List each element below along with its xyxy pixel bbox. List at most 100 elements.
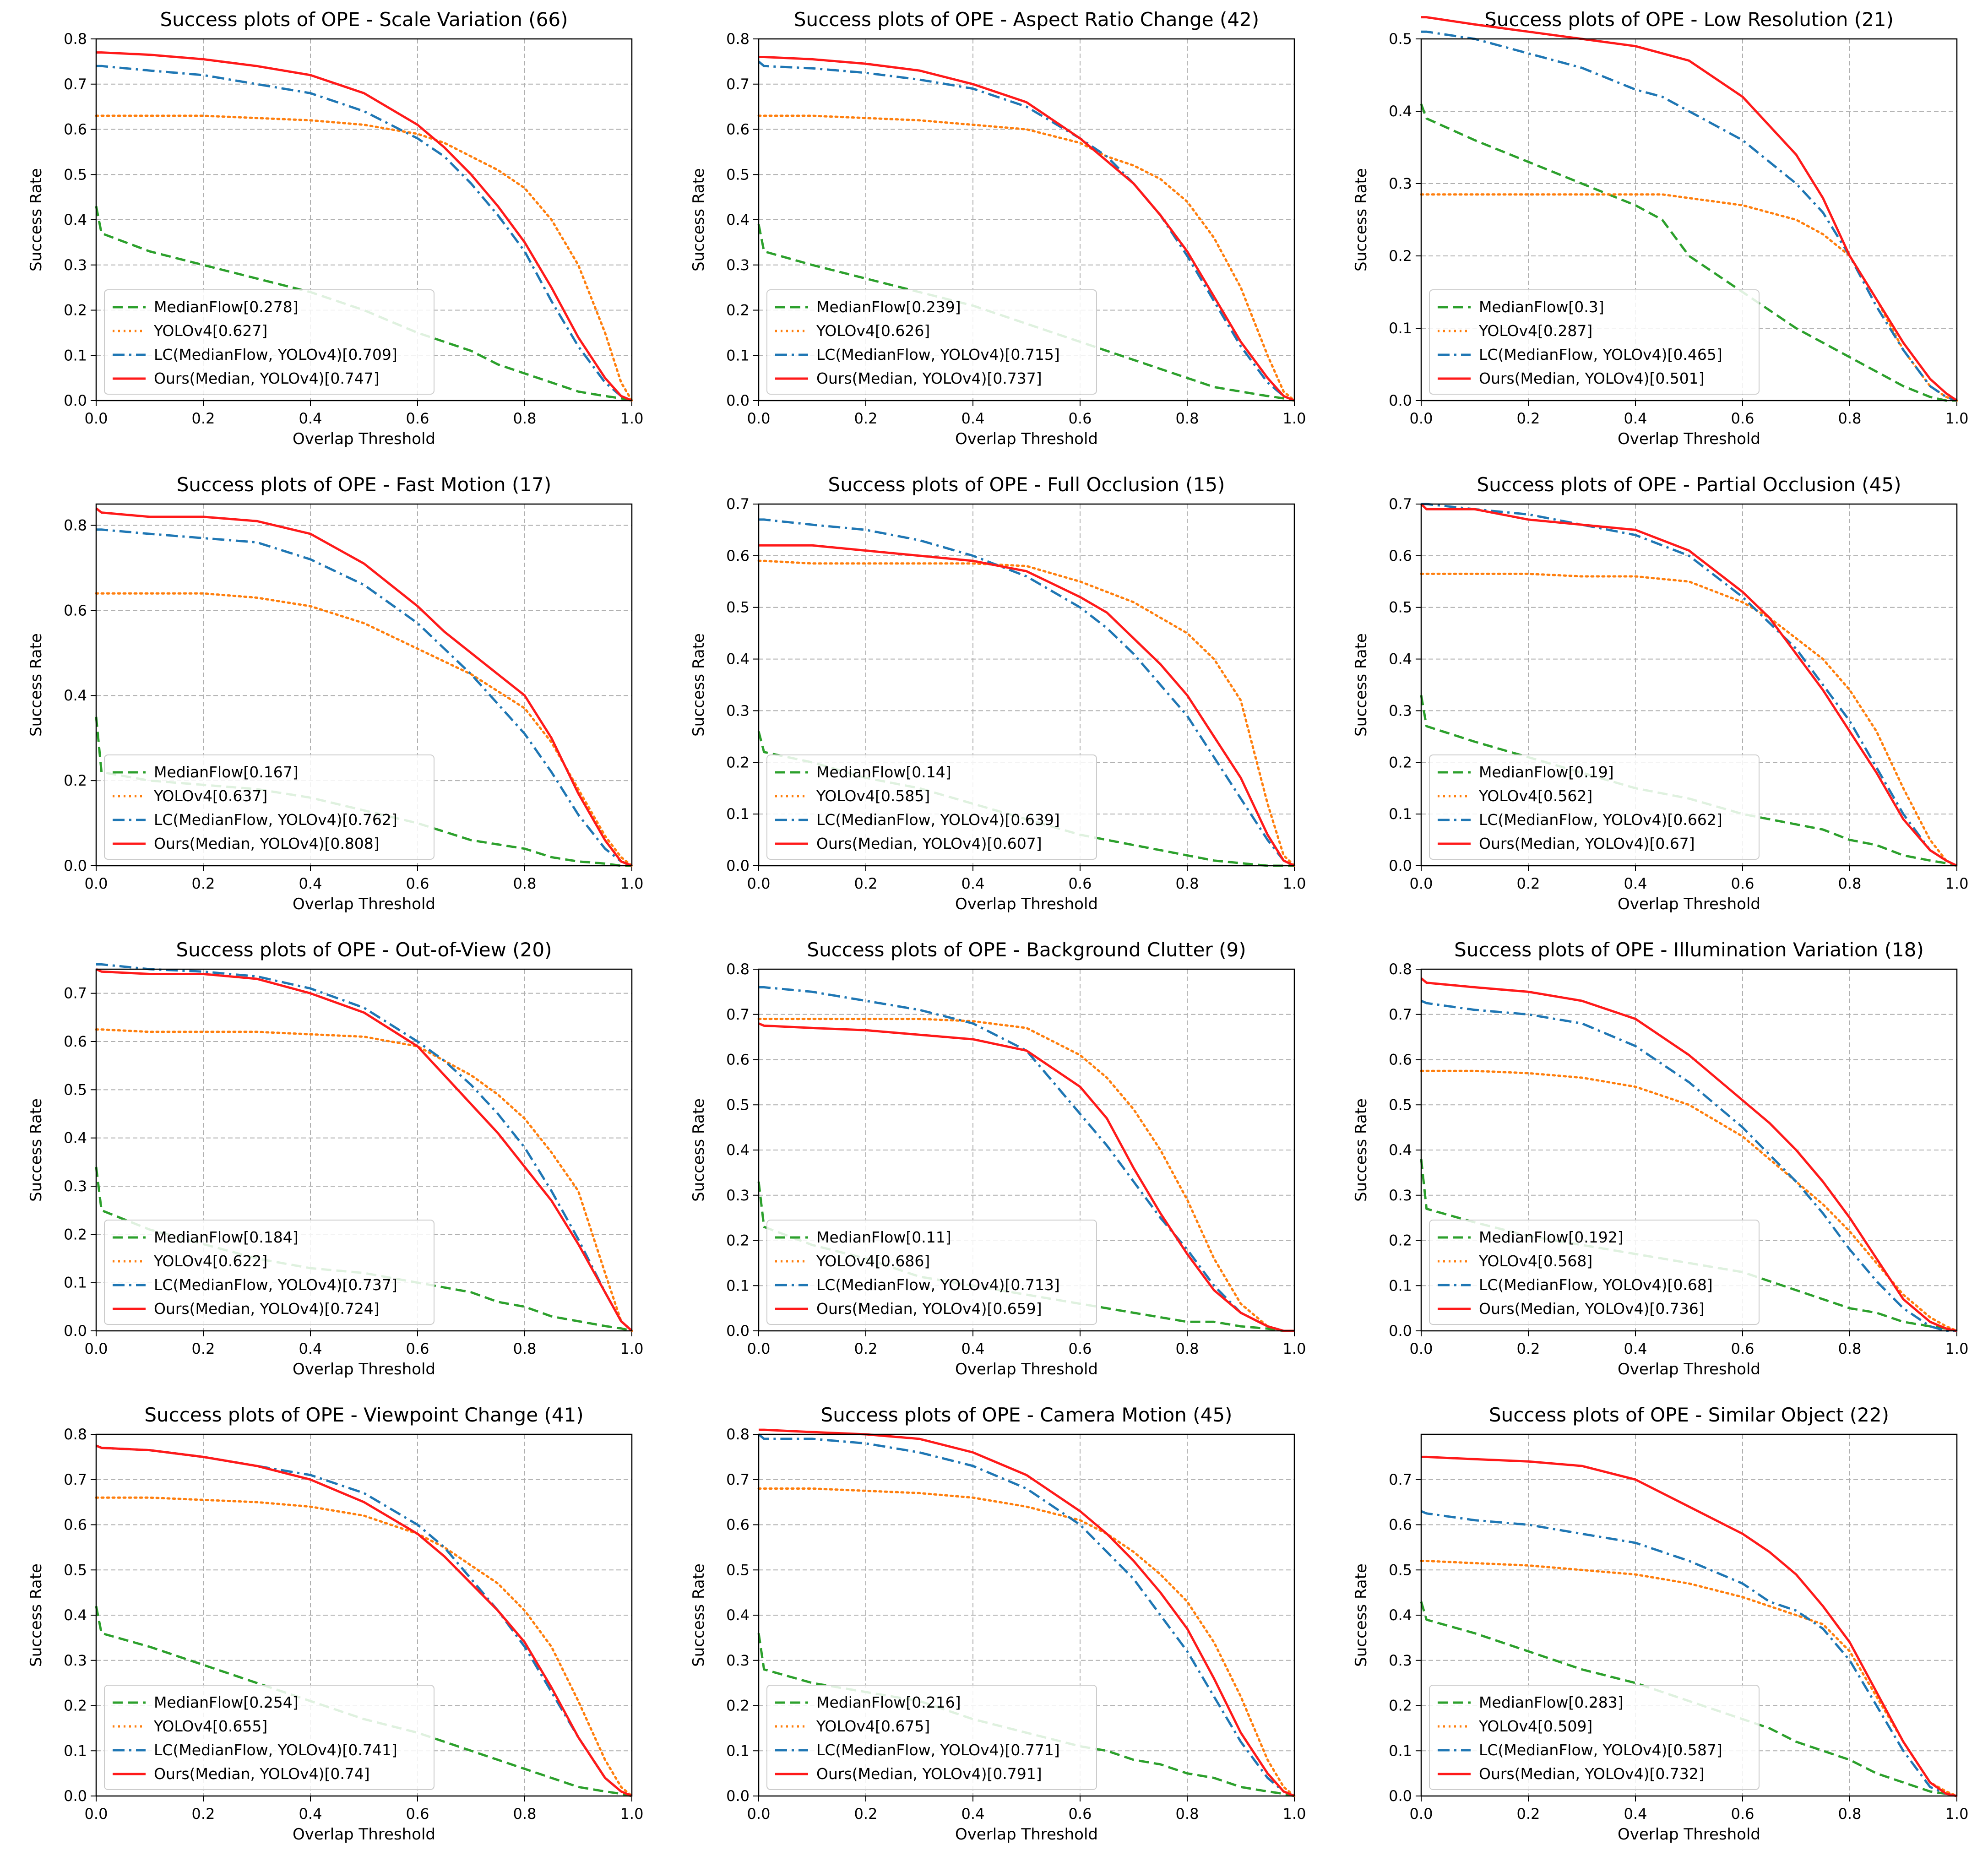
legend-box — [1429, 289, 1760, 395]
y-tick-label: 0.5 — [1389, 1096, 1412, 1113]
y-tick-label: 0.2 — [1389, 247, 1412, 265]
y-tick-label: 0.3 — [64, 1177, 87, 1195]
y-tick-label: 0.1 — [726, 347, 750, 364]
legend-label: LC(MedianFlow, YOLOv4)[0.639] — [816, 811, 1060, 829]
x-axis-label: Overlap Threshold — [1618, 895, 1760, 913]
y-tick-label: 0.6 — [64, 1033, 87, 1050]
y-tick-label: 0.7 — [64, 76, 87, 93]
x-tick-label: 0.8 — [1838, 410, 1862, 427]
legend-box — [766, 289, 1097, 395]
x-axis-label: Overlap Threshold — [955, 1360, 1098, 1378]
y-tick-label: 0.2 — [1389, 1697, 1412, 1715]
y-tick-label: 0.4 — [726, 1141, 750, 1159]
x-tick-label: 0.2 — [192, 1340, 215, 1357]
x-tick-label: 0.4 — [1624, 1805, 1647, 1823]
y-tick-label: 0.2 — [726, 1232, 750, 1249]
x-tick-label: 0.8 — [1838, 1805, 1862, 1823]
y-tick-label: 0.1 — [726, 1277, 750, 1294]
legend-label: Ours(Median, YOLOv4)[0.736] — [1479, 1300, 1705, 1318]
legend-label: YOLOv4[0.585] — [816, 787, 930, 805]
x-tick-label: 1.0 — [1945, 1805, 1969, 1823]
legend: MedianFlow[0.184] YOLOv4[0.622] LC(MedianF… — [104, 1220, 435, 1325]
legend-label: MedianFlow[0.254] — [154, 1693, 299, 1711]
x-tick-label: 0.2 — [192, 1805, 215, 1823]
y-tick-label: 0.0 — [1389, 392, 1412, 409]
series-line-ours — [759, 544, 1295, 867]
y-tick-label: 0.0 — [726, 857, 750, 874]
y-tick-label: 0.1 — [64, 347, 87, 364]
x-tick-label: 0.8 — [1838, 875, 1862, 892]
chart-title: Success plots of OPE - Low Resolution (2… — [1484, 8, 1894, 31]
y-tick-label: 0.4 — [64, 1606, 87, 1624]
legend-label: LC(MedianFlow, YOLOv4)[0.715] — [816, 346, 1060, 364]
legend: MedianFlow[0.3] YOLOv4[0.287] LC(MedianFlo… — [1429, 289, 1760, 395]
x-axis-label: Overlap Threshold — [293, 895, 435, 913]
legend-label: YOLOv4[0.287] — [1478, 322, 1592, 340]
y-tick-label: 0.0 — [1389, 1322, 1412, 1340]
chart-title: Success plots of OPE - Out-of-View (20) — [176, 939, 552, 961]
legend-label: YOLOv4[0.686] — [816, 1252, 930, 1270]
series-line-ours — [759, 56, 1295, 402]
chart-title: Success plots of OPE - Viewpoint Change … — [144, 1404, 583, 1426]
y-tick-label: 0.7 — [64, 1471, 87, 1488]
y-tick-label: 0.5 — [1389, 599, 1412, 616]
x-axis-label: Overlap Threshold — [1618, 430, 1760, 448]
series-line-yolov4 — [757, 559, 1296, 867]
legend-label: MedianFlow[0.239] — [816, 298, 961, 316]
legend-label: Ours(Median, YOLOv4)[0.732] — [1479, 1765, 1705, 1783]
x-tick-label: 0.0 — [747, 1805, 771, 1823]
x-tick-label: 0.8 — [513, 1340, 537, 1357]
legend-label: MedianFlow[0.278] — [154, 298, 299, 316]
x-tick-label: 0.4 — [961, 1340, 985, 1357]
y-tick-label: 0.4 — [1389, 1606, 1412, 1624]
y-tick-label: 0.6 — [1389, 1516, 1412, 1534]
y-axis-label: Success Rate — [1352, 168, 1370, 271]
x-tick-label: 0.0 — [85, 1340, 108, 1357]
series-line-yolov4 — [1420, 1069, 1958, 1332]
series-line-lc — [1421, 30, 1957, 402]
x-tick-label: 0.4 — [961, 875, 985, 892]
x-tick-label: 0.6 — [406, 410, 429, 427]
y-tick-label: 0.4 — [64, 687, 87, 704]
x-tick-label: 0.2 — [1517, 1805, 1540, 1823]
legend-box — [766, 1220, 1097, 1325]
series-line-ours — [95, 507, 632, 867]
legend-box — [104, 289, 435, 395]
y-tick-label: 0.3 — [1389, 1187, 1412, 1204]
chart-title: Success plots of OPE - Similar Object (2… — [1489, 1404, 1889, 1426]
axes-frame — [758, 38, 1295, 401]
y-tick-label: 0.3 — [726, 1652, 750, 1669]
y-tick-label: 0.2 — [64, 302, 87, 319]
legend-label: MedianFlow[0.283] — [1479, 1693, 1624, 1711]
y-tick-label: 0.3 — [1389, 175, 1412, 192]
legend-label: Ours(Median, YOLOv4)[0.74] — [154, 1765, 370, 1783]
axes-frame — [95, 1433, 633, 1797]
x-tick-label: 0.0 — [1410, 875, 1433, 892]
y-tick-label: 0.7 — [726, 495, 750, 513]
y-tick-label: 0.2 — [64, 1226, 87, 1243]
y-tick-label: 0.1 — [64, 1742, 87, 1759]
x-tick-label: 0.6 — [1069, 410, 1092, 427]
y-axis-label: Success Rate — [1352, 1098, 1370, 1202]
y-tick-label: 0.5 — [726, 166, 750, 183]
legend-label: Ours(Median, YOLOv4)[0.67] — [1479, 835, 1695, 852]
chart-title: Success plots of OPE - Aspect Ratio Chan… — [794, 8, 1259, 31]
legend-label: MedianFlow[0.19] — [1479, 763, 1614, 781]
legend-box — [1429, 754, 1760, 860]
y-tick-label: 0.8 — [726, 1426, 750, 1443]
x-axis-label: Overlap Threshold — [293, 1360, 435, 1378]
legend-label: MedianFlow[0.14] — [816, 763, 951, 781]
y-tick-label: 0.8 — [64, 516, 87, 534]
x-tick-label: 0.0 — [85, 875, 108, 892]
y-tick-label: 0.3 — [1389, 1652, 1412, 1669]
x-tick-label: 0.4 — [961, 410, 985, 427]
x-tick-label: 0.8 — [1176, 1340, 1199, 1357]
axes-frame — [95, 968, 633, 1332]
x-axis-label: Overlap Threshold — [955, 430, 1098, 448]
x-tick-label: 0.0 — [1410, 410, 1433, 427]
x-tick-label: 0.2 — [1517, 1340, 1540, 1357]
x-tick-label: 0.2 — [854, 875, 878, 892]
legend-label: LC(MedianFlow, YOLOv4)[0.713] — [816, 1276, 1060, 1294]
x-tick-label: 0.2 — [192, 875, 215, 892]
